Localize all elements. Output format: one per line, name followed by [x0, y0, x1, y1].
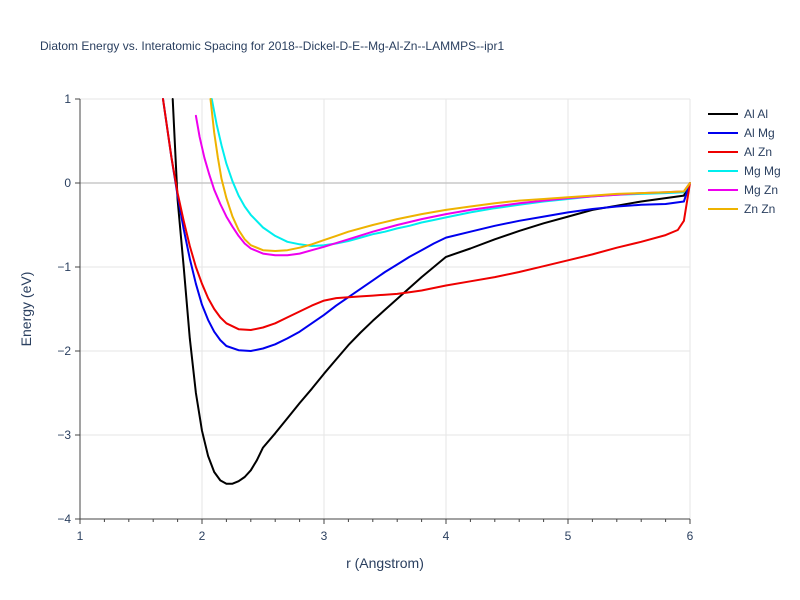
legend-label: Al Al	[744, 107, 768, 121]
y-tick-label: −3	[57, 428, 71, 442]
y-axis-title: Energy (eV)	[18, 272, 34, 347]
x-tick-label: 5	[565, 529, 572, 543]
x-tick-label: 6	[687, 529, 694, 543]
legend-item[interactable]: Mg Zn	[708, 183, 778, 197]
legend-label: Mg Mg	[744, 164, 781, 178]
legend-item[interactable]: Al Mg	[708, 126, 775, 140]
legend-item[interactable]: Al Al	[708, 107, 768, 121]
series-line-al-mg	[162, 98, 691, 352]
legend-item[interactable]: Zn Zn	[708, 202, 775, 216]
legend-label: Zn Zn	[744, 202, 775, 216]
y-axis-ticks: −4 −3 −2 −1 0 1	[57, 92, 80, 526]
series-layer	[162, 98, 691, 485]
legend-label: Mg Zn	[744, 183, 778, 197]
legend-label: Al Mg	[744, 126, 775, 140]
y-tick-label: 1	[64, 92, 71, 106]
x-tick-label: 4	[443, 529, 450, 543]
series-line-al-zn	[162, 98, 691, 331]
legend: Al Al Al Mg Al Zn Mg Mg Mg Zn Zn Zn	[708, 107, 781, 216]
y-tick-label: −1	[57, 260, 71, 274]
x-axis-title: r (Angstrom)	[346, 555, 424, 571]
x-tick-label: 3	[321, 529, 328, 543]
legend-item[interactable]: Al Zn	[708, 145, 772, 159]
chart-title: Diatom Energy vs. Interatomic Spacing fo…	[40, 39, 504, 53]
y-tick-label: −2	[57, 344, 71, 358]
legend-item[interactable]: Mg Mg	[708, 164, 781, 178]
grid	[80, 98, 691, 519]
x-tick-label: 2	[199, 529, 206, 543]
y-tick-label: 0	[64, 176, 71, 190]
x-tick-label: 1	[77, 529, 84, 543]
series-line-al-al	[171, 98, 691, 485]
axes	[79, 99, 690, 520]
x-axis-ticks: 1 2 3 4 5 6	[77, 519, 694, 543]
y-tick-label: −4	[57, 512, 71, 526]
legend-label: Al Zn	[744, 145, 772, 159]
series-line-zn-zn	[209, 98, 691, 252]
